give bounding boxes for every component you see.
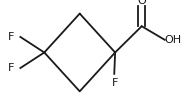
Text: F: F — [8, 63, 14, 73]
Text: O: O — [137, 0, 146, 6]
Text: OH: OH — [165, 35, 182, 45]
Text: F: F — [8, 32, 14, 42]
Text: F: F — [112, 78, 118, 88]
